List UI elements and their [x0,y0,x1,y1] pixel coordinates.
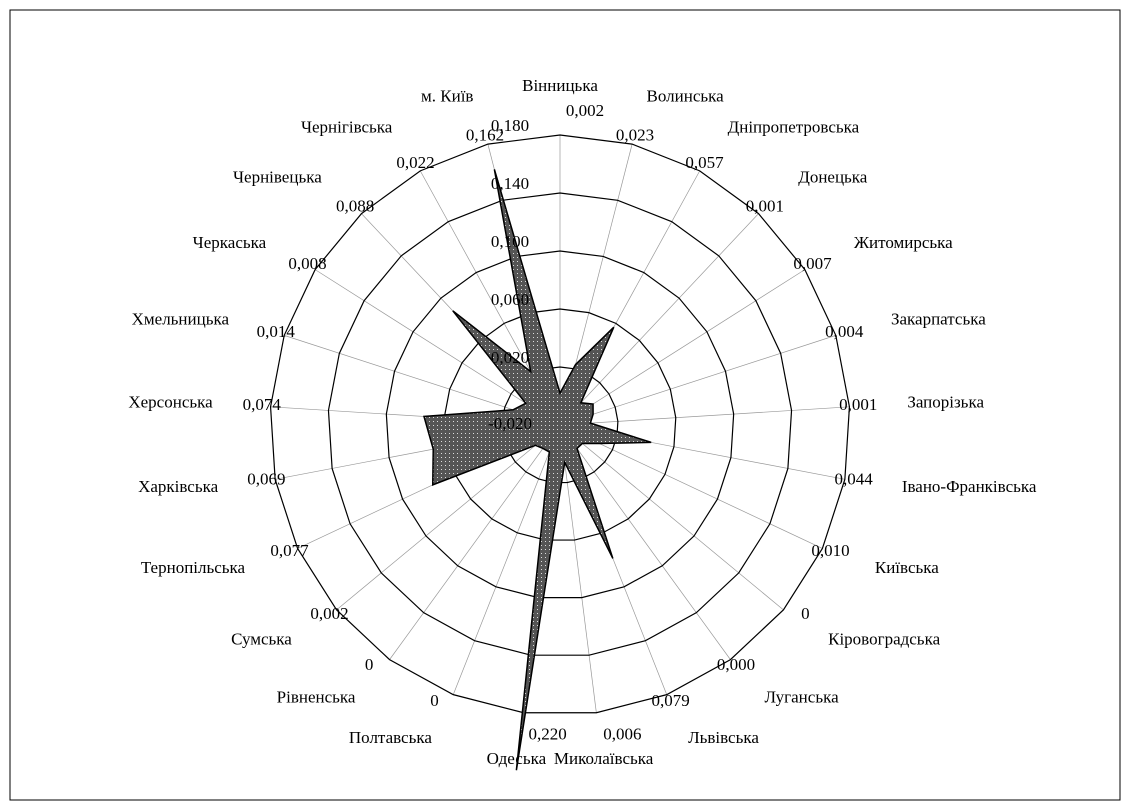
category-label: Миколаївська [554,749,654,768]
category-label: Рівненська [277,687,356,706]
category-label: Дніпропетровська [728,118,860,137]
spoke [559,424,597,713]
value-label: 0,002 [566,101,604,120]
category-label: Чернігівська [301,118,393,137]
frame [9,9,1121,801]
category-label: Чернівецька [233,168,322,187]
category-label: Волинська [647,87,725,106]
value-label: 0,010 [811,541,849,560]
spoke [559,213,759,426]
value-label: 0,074 [243,395,282,414]
category-label: Черкаська [193,233,267,252]
category-label: Київська [875,558,939,577]
spoke [559,406,850,426]
grid-ring [385,250,735,599]
value-label: 0,002 [310,604,348,623]
grid-ring [443,308,677,541]
value-label: 0,022 [396,153,434,172]
value-label: 0,001 [746,197,784,216]
value-label: 0,007 [793,254,832,273]
value-label: 0,023 [616,125,654,144]
value-label: 0,220 [529,725,567,744]
value-label: 0,008 [288,254,326,273]
category-label: Хмельницька [132,309,230,328]
value-label: 0,000 [717,655,755,674]
category-label: Закарпатська [891,309,986,328]
value-label: 0,077 [270,541,309,560]
category-label: Івано-Франківська [902,477,1037,496]
spoke [559,335,836,426]
category-label: Херсонська [128,393,213,412]
grid-ring [269,134,851,714]
radial-tick-label: 0,140 [491,174,529,193]
category-label: Полтавська [349,728,432,747]
category-label: Харківська [138,477,219,496]
category-label: Сумська [231,629,292,648]
spoke [452,424,561,695]
radial-tick-label: 0,020 [491,348,529,367]
category-label: Запорізька [907,393,984,412]
spoke [559,424,823,549]
category-label: Кіровоградська [828,629,940,648]
value-label: 0,014 [257,322,296,341]
radial-tick-label: 0,060 [491,290,529,309]
radial-tick-label: 0,180 [491,116,529,135]
category-label: Вінницька [522,76,598,95]
spoke [389,424,561,660]
value-label: 0,069 [247,470,285,489]
value-label: 0,079 [651,691,689,710]
spoke [559,269,806,426]
category-label: Тернопільська [141,558,246,577]
category-label: м. Київ [421,87,473,106]
category-label: Донецька [798,168,868,187]
spoke [559,424,784,611]
data-area [422,169,652,771]
value-label: 0,162 [466,125,504,144]
category-label: Львівська [688,728,759,747]
grid-ring [327,192,793,656]
value-label: 0,044 [834,470,873,489]
spoke [314,269,561,426]
value-label: 0 [365,655,374,674]
value-label: 0 [430,691,439,710]
category-label: Луганська [765,687,840,706]
value-label: 0,004 [825,322,864,341]
category-label: Житомирська [854,233,953,252]
radial-tick-label: -0,020 [488,414,532,433]
spoke [336,424,561,611]
category-label: Одеська [487,749,547,768]
value-label: 0,088 [336,197,374,216]
value-label: 0,001 [839,395,877,414]
value-label: 0,057 [685,153,724,172]
value-label: 0 [801,604,810,623]
value-label: 0,006 [603,725,641,744]
radial-tick-label: 0,100 [491,232,529,251]
spoke [559,424,731,660]
